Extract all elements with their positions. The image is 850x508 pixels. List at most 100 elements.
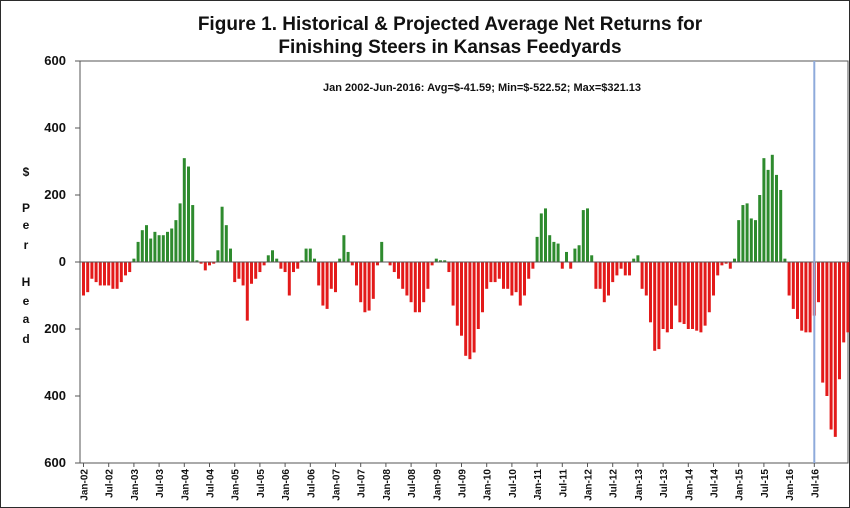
bar — [107, 262, 111, 286]
bar — [611, 262, 615, 283]
bar — [506, 262, 510, 289]
bar — [191, 205, 195, 262]
bar — [665, 262, 669, 333]
bar — [271, 250, 274, 262]
bar — [833, 262, 837, 437]
bar — [334, 262, 337, 293]
bar — [434, 258, 438, 262]
bar — [451, 262, 455, 306]
bar — [523, 262, 526, 296]
bar — [250, 262, 253, 284]
bar — [161, 235, 165, 262]
x-tick-label: Jul-08 — [407, 469, 418, 498]
stats-annotation: Jan 2002-Jun-2016: Avg=$-41.59; Min=$-52… — [323, 82, 641, 94]
x-tick-label: Jul-13 — [659, 469, 670, 498]
bar — [329, 262, 333, 289]
x-tick-label: Jan-12 — [584, 469, 595, 501]
bar — [775, 174, 778, 262]
y-tick-label: 200 — [44, 187, 66, 202]
bar — [716, 262, 720, 276]
x-tick-label: Jan-08 — [382, 469, 393, 501]
x-tick-label: Jul-14 — [710, 469, 721, 498]
x-axis-ticks: Jan-02 Jul-02 Jan-03 Jul-03 Jan-04 Jul-04 Jan-… — [80, 463, 821, 501]
bar — [321, 262, 325, 306]
bar — [392, 262, 396, 273]
bar — [766, 169, 770, 263]
bar — [447, 262, 451, 273]
bar — [413, 262, 417, 313]
bar — [821, 262, 825, 383]
x-tick-label: Jul-05 — [256, 469, 267, 498]
bar — [145, 225, 148, 262]
y-tick-label: 200 — [44, 321, 66, 336]
x-tick-label: Jul-11 — [558, 469, 569, 498]
x-tick-label: Jul-12 — [609, 469, 620, 498]
bar — [754, 220, 757, 263]
bar — [174, 220, 178, 263]
bar — [577, 245, 581, 262]
bar — [644, 262, 648, 296]
bar — [770, 154, 774, 262]
bar — [233, 262, 237, 283]
y-axis-label-char: e — [23, 218, 30, 232]
bar — [556, 243, 560, 262]
y-tick-label: 400 — [44, 388, 66, 403]
bar — [342, 235, 346, 262]
bar — [439, 260, 442, 262]
x-tick-label: Jan-09 — [432, 469, 443, 501]
bar — [346, 251, 350, 262]
bar — [82, 262, 85, 296]
bar — [552, 241, 556, 262]
x-tick-label: Jul-15 — [760, 469, 771, 498]
bar — [678, 262, 682, 323]
bar — [640, 262, 644, 289]
x-tick-label: Jan-07 — [332, 469, 343, 501]
x-tick-label: Jul-03 — [155, 469, 166, 498]
bar — [258, 262, 262, 273]
bar — [317, 262, 321, 286]
bar — [308, 248, 312, 262]
bar — [594, 262, 598, 289]
bar — [86, 262, 90, 293]
bar — [485, 262, 489, 289]
bar — [728, 262, 732, 269]
chart-title-line1: Figure 1. Historical & Projected Average… — [198, 14, 703, 35]
bar — [531, 262, 535, 269]
bar — [187, 166, 190, 262]
bar — [241, 262, 245, 286]
bar — [363, 262, 367, 313]
bar — [796, 262, 799, 319]
bar — [703, 262, 707, 326]
x-tick-label: Jan-11 — [533, 469, 544, 501]
bar — [367, 262, 371, 311]
bar — [695, 262, 699, 331]
bar — [712, 262, 715, 296]
bar — [371, 262, 375, 299]
y-axis-label-char: H — [22, 275, 31, 289]
bar — [166, 231, 169, 262]
bar — [355, 262, 358, 286]
bar — [401, 262, 405, 289]
bar — [502, 262, 505, 289]
bar — [682, 262, 686, 324]
bar — [472, 262, 476, 353]
bar — [460, 262, 463, 336]
chart-title-line2: Finishing Steers in Kansas Feedyards — [278, 37, 621, 58]
bar — [149, 238, 153, 262]
bar — [119, 262, 123, 283]
bar — [266, 255, 270, 262]
x-tick-label: Jan-06 — [281, 469, 292, 501]
bar — [817, 262, 820, 303]
bar — [539, 213, 543, 262]
bar — [405, 262, 409, 296]
x-tick-label: Jan-10 — [483, 469, 494, 501]
x-tick-label: Jan-15 — [735, 469, 746, 501]
x-tick-label: Jan-03 — [130, 469, 141, 501]
bar — [842, 262, 846, 343]
bar — [741, 205, 745, 262]
bar — [825, 262, 829, 396]
bar — [275, 258, 279, 262]
y-axis-label-char: P — [22, 201, 30, 215]
bar — [724, 262, 728, 264]
